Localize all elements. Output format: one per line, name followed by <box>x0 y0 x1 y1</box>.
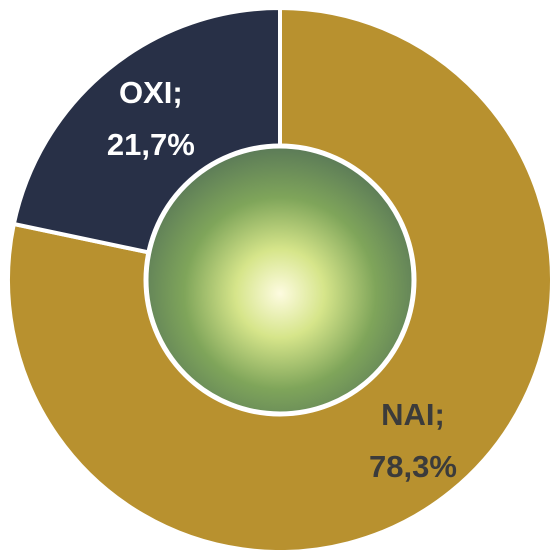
labels: NAI; 78,3% OXI; 21,7% <box>107 75 457 484</box>
category-label: NAI; <box>381 397 445 432</box>
category-label: OXI; <box>119 75 183 110</box>
value-label: 78,3% <box>369 449 457 484</box>
value-label: 21,7% <box>107 127 195 162</box>
center-image <box>143 143 417 417</box>
